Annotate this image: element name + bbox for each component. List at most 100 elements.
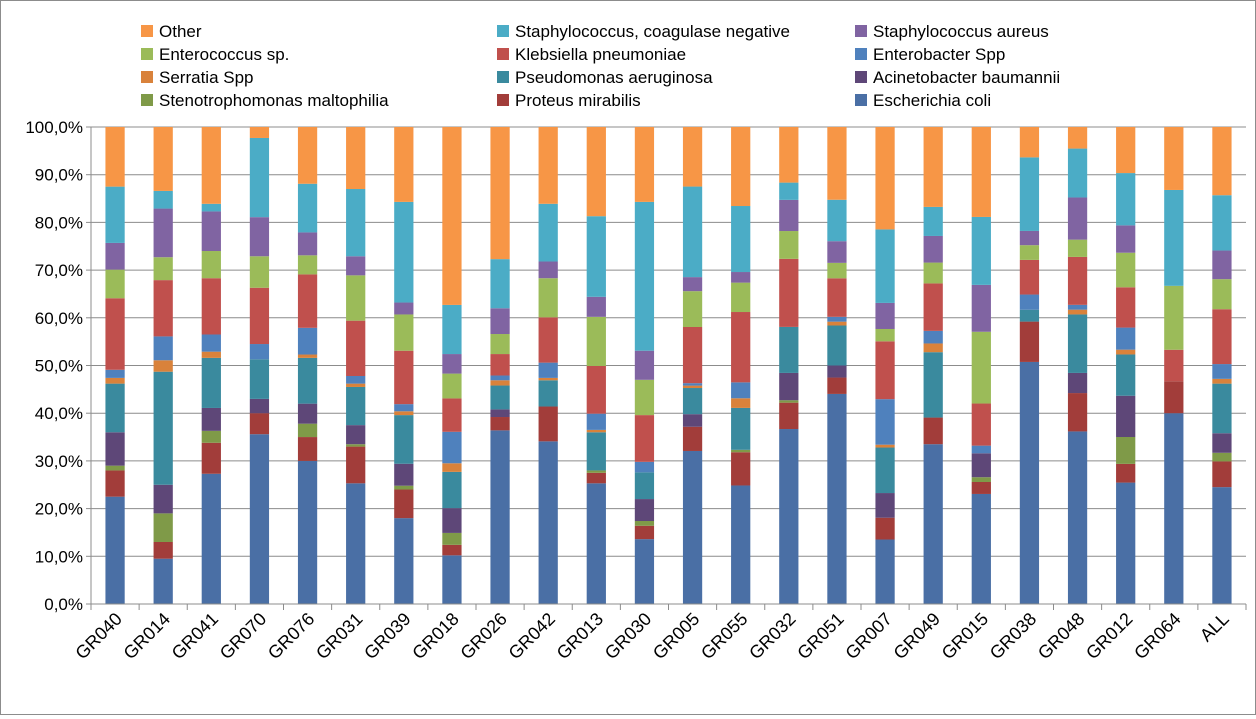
bar-segment-gr055-staphylococcus-coagulase-negative xyxy=(731,206,751,273)
bar-segment-gr030-enterobacter-spp xyxy=(634,461,655,473)
bar-segment-gr055-proteus-mirabilis xyxy=(731,452,751,486)
bar-segment-gr026-escherichia-coli xyxy=(490,430,510,604)
bar-segment-gr041-staphylococcus-coagulase-negative xyxy=(201,203,221,212)
bar-segment-gr049-escherichia-coli xyxy=(923,444,943,604)
legend-item-escherichia-coli: Escherichia coli xyxy=(855,91,991,110)
gridlines xyxy=(91,126,1246,605)
bar-segment-gr030-proteus-mirabilis xyxy=(634,525,655,540)
bar-segment-gr012-enterococcus-sp xyxy=(1116,252,1136,288)
bar-segment-gr076-enterococcus-sp xyxy=(297,255,318,275)
bar-segment-gr026-klebsiella-pneumoniae xyxy=(490,354,510,376)
bar-segment-gr076-other xyxy=(297,127,318,184)
bar-segment-gr048-enterococcus-sp xyxy=(1067,239,1088,257)
bar-segment-gr049-enterobacter-spp xyxy=(923,330,943,344)
bar-segment-gr032-escherichia-coli xyxy=(779,429,799,604)
bar-segment-gr070-acinetobacter-baumannii xyxy=(249,398,270,414)
legend-item-stenotrophomonas-maltophilia: Stenotrophomonas maltophilia xyxy=(141,91,389,110)
bar-segment-gr049-staphylococcus-coagulase-negative xyxy=(923,206,943,236)
bar-segment-gr042-serratia-spp xyxy=(538,377,558,381)
bar-segment-gr030-klebsiella-pneumoniae xyxy=(634,415,655,462)
x-tick-label: GR030 xyxy=(601,609,655,663)
bar-segment-gr039-enterococcus-sp xyxy=(394,314,414,351)
bar-segment-gr051-enterobacter-spp xyxy=(827,316,847,322)
bar-segment-gr015-staphylococcus-coagulase-negative xyxy=(971,216,991,285)
x-tick-label: GR070 xyxy=(216,609,270,663)
bar-segment-gr031-stenotrophomonas-maltophilia xyxy=(346,444,366,447)
bar-segment-gr055-pseudomonas-aeruginosa xyxy=(731,407,751,450)
bar-segment-gr038-proteus-mirabilis xyxy=(1019,321,1040,362)
bar-segment-all-enterococcus-sp xyxy=(1212,279,1232,310)
bar-segment-gr048-proteus-mirabilis xyxy=(1067,393,1088,432)
bar-segment-gr076-escherichia-coli xyxy=(297,460,318,604)
bar-segment-all-pseudomonas-aeruginosa xyxy=(1212,383,1232,434)
bar-segment-gr015-acinetobacter-baumannii xyxy=(971,453,991,478)
bar-segment-gr007-acinetobacter-baumannii xyxy=(875,493,895,518)
bar-segment-gr030-stenotrophomonas-maltophilia xyxy=(634,521,655,526)
bar-segment-gr039-stenotrophomonas-maltophilia xyxy=(394,485,414,490)
bar-segment-gr031-enterococcus-sp xyxy=(346,275,366,321)
legend-swatch xyxy=(497,94,509,106)
bar-segment-gr040-stenotrophomonas-maltophilia xyxy=(105,465,125,471)
bar-segment-gr038-enterococcus-sp xyxy=(1019,245,1040,260)
y-tick-label: 10,0% xyxy=(35,547,83,566)
bar-segment-gr076-klebsiella-pneumoniae xyxy=(297,274,318,328)
bar-segment-gr031-escherichia-coli xyxy=(346,483,366,604)
y-tick-label: 90,0% xyxy=(35,166,83,185)
bar-segment-gr015-stenotrophomonas-maltophilia xyxy=(971,477,991,482)
legend-item-klebsiella-pneumoniae: Klebsiella pneumoniae xyxy=(497,45,686,64)
bar-segment-gr005-proteus-mirabilis xyxy=(682,426,703,451)
legend-label: Staphylococcus aureus xyxy=(873,22,1049,41)
bar-segment-gr018-proteus-mirabilis xyxy=(442,544,462,556)
bar-segment-gr012-klebsiella-pneumoniae xyxy=(1116,287,1136,328)
legend-swatch xyxy=(141,48,153,60)
bar-segment-gr076-enterobacter-spp xyxy=(297,327,318,355)
bar-segment-gr014-staphylococcus-aureus xyxy=(153,208,173,258)
legend-swatch xyxy=(141,71,153,83)
bar-segment-gr012-enterobacter-spp xyxy=(1116,327,1136,350)
bar-segment-gr049-staphylococcus-aureus xyxy=(923,235,943,263)
legend-label: Proteus mirabilis xyxy=(515,91,641,110)
legend-item-serratia-spp: Serratia Spp xyxy=(141,68,254,87)
legend-item-proteus-mirabilis: Proteus mirabilis xyxy=(497,91,641,110)
bar-segment-gr014-enterococcus-sp xyxy=(153,257,173,281)
bar-segment-gr015-enterococcus-sp xyxy=(971,331,991,404)
bar-segment-gr007-other xyxy=(875,127,895,230)
bar-segment-gr018-acinetobacter-baumannii xyxy=(442,508,462,533)
legend-swatch xyxy=(855,71,867,83)
bar-segment-gr031-acinetobacter-baumannii xyxy=(346,425,366,445)
x-tick-label: GR032 xyxy=(745,609,799,663)
bar-segment-gr064-proteus-mirabilis xyxy=(1164,381,1184,414)
bar-segment-gr026-proteus-mirabilis xyxy=(490,417,510,431)
y-tick-label: 100,0% xyxy=(25,118,83,137)
bar-segment-gr026-staphylococcus-aureus xyxy=(490,308,510,335)
bar-segment-gr013-pseudomonas-aeruginosa xyxy=(586,432,606,471)
bar-segment-gr039-staphylococcus-coagulase-negative xyxy=(394,201,414,303)
legend-label: Serratia Spp xyxy=(159,68,254,87)
x-tick-label: GR041 xyxy=(168,609,222,663)
bar-segment-gr076-stenotrophomonas-maltophilia xyxy=(297,423,318,438)
x-tick-label: GR051 xyxy=(793,609,847,663)
bar-segment-gr055-other xyxy=(731,127,751,207)
bar-segment-gr041-klebsiella-pneumoniae xyxy=(201,278,221,335)
bar-segment-gr013-serratia-spp xyxy=(586,429,606,433)
bar-segment-gr013-escherichia-coli xyxy=(586,483,606,604)
bar-segment-gr042-staphylococcus-aureus xyxy=(538,261,558,279)
bar-segment-gr064-klebsiella-pneumoniae xyxy=(1164,349,1184,382)
bar-segment-gr051-klebsiella-pneumoniae xyxy=(827,278,847,317)
bar-segment-gr051-escherichia-coli xyxy=(827,393,847,604)
bar-segment-gr012-escherichia-coli xyxy=(1116,482,1136,604)
bar-segment-gr005-other xyxy=(682,127,703,187)
y-tick-label: 60,0% xyxy=(35,309,83,328)
bar-segment-gr030-other xyxy=(634,127,655,202)
bar-segment-gr005-enterococcus-sp xyxy=(682,291,703,328)
bar-segment-gr076-serratia-spp xyxy=(297,354,318,358)
bar-segment-gr076-staphylococcus-coagulase-negative xyxy=(297,183,318,233)
bar-segment-all-other xyxy=(1212,127,1232,196)
bar-segment-gr032-staphylococcus-aureus xyxy=(779,199,799,232)
bar-segment-gr040-staphylococcus-aureus xyxy=(105,242,125,270)
bar-segment-gr026-other xyxy=(490,127,510,260)
bar-segment-gr040-enterobacter-spp xyxy=(105,369,125,378)
bar-segment-gr048-staphylococcus-aureus xyxy=(1067,197,1088,240)
legend-swatch xyxy=(141,25,153,37)
bar-segment-gr031-pseudomonas-aeruginosa xyxy=(346,386,366,426)
